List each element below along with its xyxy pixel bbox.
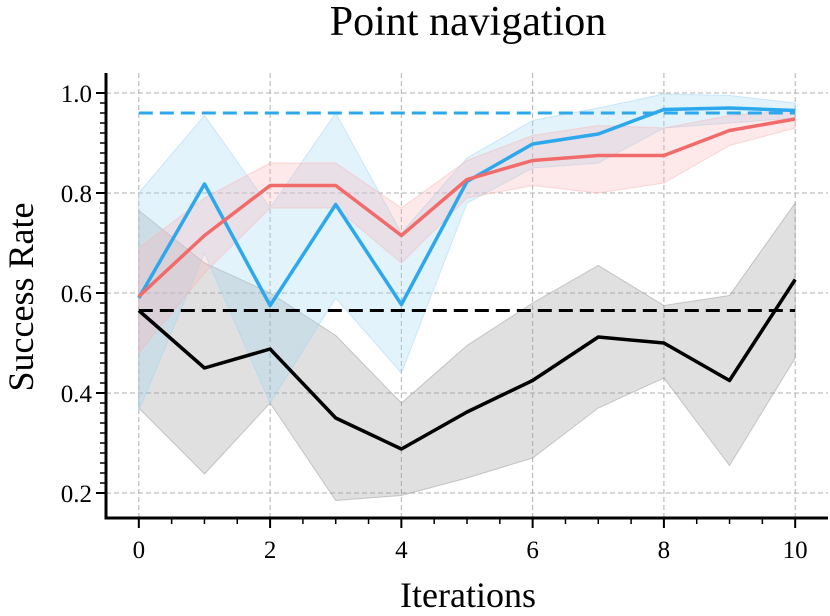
x-axis-label: Iterations (400, 575, 536, 615)
series-lines (137, 106, 797, 451)
y-tick-label: 0.2 (61, 481, 92, 508)
y-tick-label: 0.8 (61, 181, 92, 208)
confidence-band-2 (138, 109, 796, 355)
x-tick-label: 10 (783, 537, 808, 564)
series-line-2 (137, 117, 796, 298)
ticks: 0 2 4 6 8 10 0.2 0.4 0.6 0.8 1.0 (61, 81, 808, 564)
series-line-0 (137, 278, 797, 451)
y-axis-label: Success Rate (1, 203, 41, 392)
chart-title: Point navigation (330, 0, 607, 45)
confidence-bands (138, 93, 796, 502)
y-tick-label: 0.4 (61, 381, 93, 408)
grid (106, 73, 828, 518)
x-tick-label: 8 (658, 537, 671, 564)
reference-lines (138, 111, 796, 312)
plot-area: 0 2 4 6 8 10 0.2 0.4 0.6 0.8 1.0 (61, 73, 828, 564)
x-tick-label: 0 (133, 537, 146, 564)
y-tick-label: 0.6 (61, 281, 92, 308)
confidence-band-0 (138, 201, 796, 502)
x-tick-label: 4 (395, 537, 408, 564)
y-tick-label: 1.0 (61, 81, 92, 108)
x-tick-label: 2 (264, 537, 277, 564)
x-tick-label: 6 (526, 537, 539, 564)
